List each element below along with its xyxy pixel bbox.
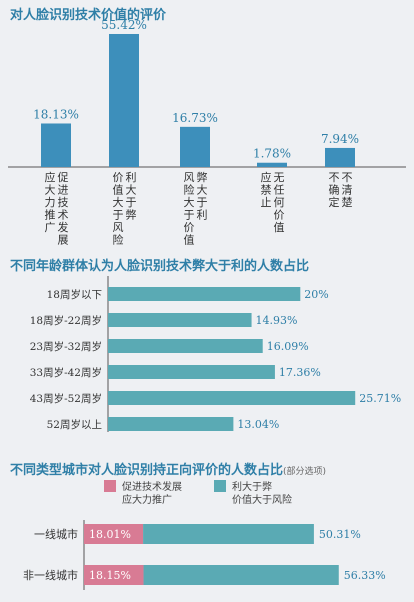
category-label-1-0-2: 于 (126, 196, 137, 209)
category-label-4-1-0: 不 (329, 171, 340, 184)
category-label-0-1-3: 推 (45, 208, 56, 222)
category-label-3-0-0: 无 (274, 171, 285, 184)
category-label-2-1-3: 于 (184, 209, 195, 222)
category-label-1-0-0: 利 (126, 171, 137, 184)
category-label-5: 52周岁以上 (47, 418, 102, 431)
category-label-4-1-1: 确 (329, 184, 340, 197)
bar-s1-0 (84, 524, 144, 544)
category-label-3-1-2: 止 (261, 196, 272, 209)
category-label-2-1-2: 大 (184, 195, 195, 209)
category-label-0-0-1: 进 (58, 184, 69, 197)
category-label-2-0-0: 弊 (197, 171, 208, 184)
value-label-s2-0: 50.31% (319, 528, 361, 541)
category-label-0: 一线城市 (34, 527, 78, 541)
category-label-3-0-3: 价 (274, 209, 285, 222)
category-label-0-1-1: 大 (45, 183, 56, 197)
bar-4 (108, 391, 356, 405)
category-label-0-0-0: 促 (58, 170, 69, 184)
category-label-4-0-0: 不 (342, 171, 353, 184)
category-label-4-1-2: 定 (329, 195, 340, 209)
chart3-subtitle: (部分选项) (283, 467, 327, 477)
value-label-3: 17.36% (279, 366, 321, 379)
bar-0 (41, 123, 71, 167)
value-label-s1-1: 18.15% (89, 569, 131, 582)
chart3-title: 不同类型城市对人脸识别持正向评价的人数占比(部分选项) (10, 459, 326, 478)
category-label-4: 43周岁-52周岁 (30, 392, 102, 405)
category-label-3-0-4: 值 (274, 221, 285, 234)
category-label-2-1-5: 值 (184, 234, 195, 247)
value-label-s2-1: 56.33% (344, 569, 386, 582)
legend-swatch-1 (214, 480, 226, 492)
bar-s1-1 (84, 565, 144, 585)
category-label-0-1-2: 力 (45, 196, 56, 209)
category-label-2-1-4: 价 (184, 221, 195, 234)
category-label-1-0-1: 大 (126, 183, 137, 197)
legend-label-1-1: 价值大于风险 (232, 493, 292, 506)
bar-0 (108, 287, 301, 301)
category-label-1-1-4: 风 (113, 221, 124, 234)
category-label-1-1-0: 价 (113, 171, 124, 184)
category-label-3-0-1: 任 (274, 184, 285, 197)
category-label-2-0-1: 大 (197, 183, 208, 197)
value-label-3: 1.78% (253, 147, 291, 161)
value-label-2: 16.09% (267, 340, 309, 353)
bar-2 (108, 339, 263, 353)
value-label-5: 13.04% (237, 418, 279, 431)
category-label-2-0-2: 于 (197, 196, 208, 209)
category-label-0: 18周岁以下 (47, 288, 102, 301)
bar-4 (325, 147, 355, 167)
category-label-0-0-5: 展 (58, 234, 69, 247)
category-label-0-0-3: 术 (58, 209, 69, 222)
category-label-3: 33周岁-42周岁 (30, 366, 102, 379)
category-label-3-0-2: 何 (274, 196, 285, 209)
chart2-title: 不同年龄群体认为人脸识别技术弊大于利的人数占比 (10, 259, 310, 274)
category-label-0-0-4: 发 (58, 220, 69, 234)
category-label-2: 23周岁-32周岁 (30, 340, 102, 353)
value-label-4: 7.94% (321, 132, 359, 146)
category-label-0-1-4: 广 (45, 221, 56, 234)
category-label-0-1-0: 应 (45, 170, 56, 184)
value-label-1: 55.42% (101, 18, 147, 32)
chart1-title: 对人脸识别技术价值的评价 (10, 8, 167, 23)
category-label-1: 非一线城市 (23, 568, 78, 582)
chart3-title-text: 不同类型城市对人脸识别持正向评价的人数占比 (10, 463, 284, 478)
value-label-s1-0: 18.01% (89, 528, 131, 541)
age-group-chart: 18周岁以下 20% 18周岁-22周岁 14.93% 23周岁-32周岁 16.09% 3… (30, 276, 401, 432)
category-label-1-1-2: 大 (113, 195, 124, 209)
legend-label-0-1: 应大力推广 (122, 493, 172, 506)
category-label-3-1-1: 禁 (261, 184, 272, 197)
category-label-4-0-2: 楚 (342, 195, 353, 209)
bar-1 (108, 313, 252, 327)
bar-1 (109, 33, 139, 167)
bar-s2-0 (143, 524, 314, 544)
category-label-1: 18周岁-22周岁 (30, 314, 102, 327)
value-label-1: 14.93% (256, 314, 298, 327)
category-label-3-1-0: 应 (261, 170, 272, 184)
category-label-0-0-2: 技 (58, 196, 69, 209)
category-label-4-0-1: 清 (342, 184, 353, 197)
bar-2 (180, 126, 210, 167)
legend-label-1-0: 利大于弊 (232, 480, 272, 493)
category-label-1-1-3: 于 (113, 209, 124, 222)
value-label-2: 16.73% (172, 111, 218, 125)
value-label-4: 25.71% (359, 392, 401, 405)
value-label-0: 18.13% (33, 107, 79, 121)
legend-swatch-0 (104, 480, 116, 492)
category-label-2-1-1: 险 (184, 183, 195, 197)
value-evaluation-chart: 18.13%促进技术发展应大力推广55.42%利大于弊价值大于风险16.73%弊… (8, 18, 406, 247)
category-label-1-1-5: 险 (113, 233, 124, 247)
bar-3 (257, 162, 287, 167)
legend-label-0-0: 促进技术发展 (122, 480, 182, 493)
category-label-1-1-1: 值 (113, 184, 124, 197)
category-label-1-0-3: 弊 (126, 209, 137, 222)
category-label-2-0-3: 利 (197, 209, 208, 222)
bar-s2-1 (143, 565, 339, 585)
bar-3 (108, 365, 275, 379)
value-label-0: 20% (304, 288, 328, 301)
category-label-2-1-0: 风 (184, 171, 195, 184)
bar-5 (108, 417, 234, 431)
